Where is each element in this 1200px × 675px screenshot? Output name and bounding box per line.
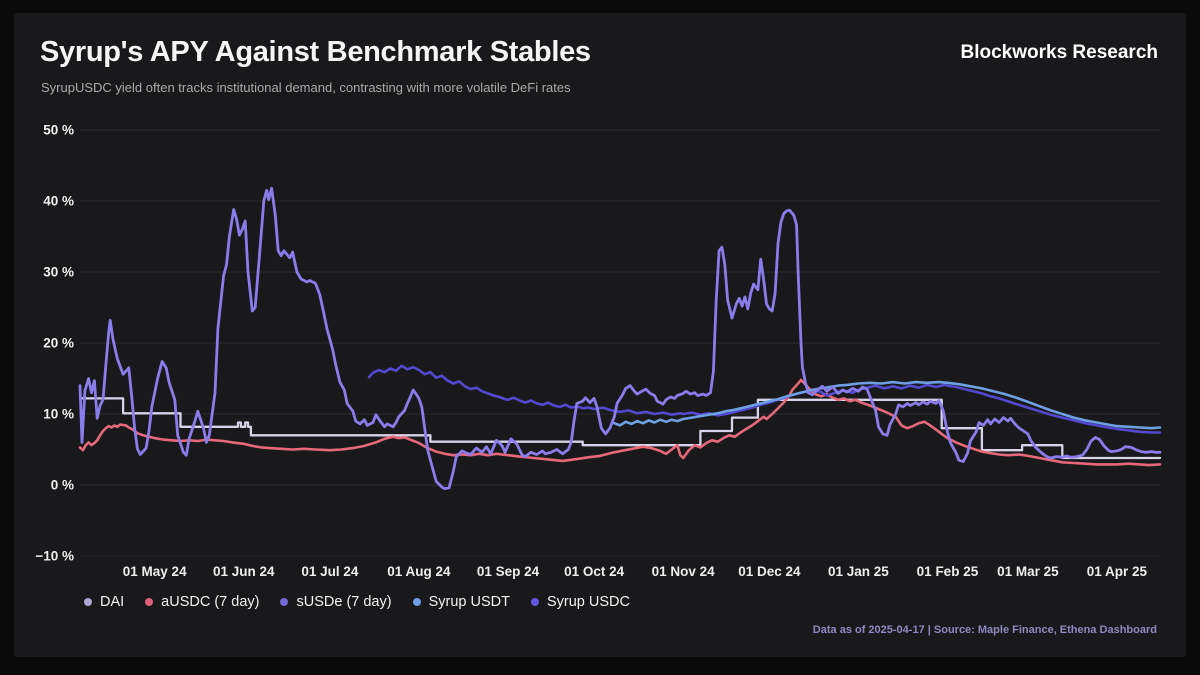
legend-dot-syrup-usdt xyxy=(412,598,421,606)
x-tick-label: 01 Mar 25 xyxy=(997,564,1059,579)
y-tick-label: 20 % xyxy=(43,336,74,351)
x-tick-label: 01 Oct 24 xyxy=(564,564,625,579)
x-tick-label: 01 Apr 25 xyxy=(1087,564,1148,579)
legend-item-syrup-usdc: Syrup USDC xyxy=(530,594,630,610)
line-dai xyxy=(78,397,1162,460)
y-tick-label: 40 % xyxy=(43,194,74,209)
legend-dot-ausdc-7-day xyxy=(145,598,154,606)
x-tick-label: 01 Jan 25 xyxy=(828,564,889,579)
x-tick-label: 01 Sep 24 xyxy=(477,564,540,579)
chart-legend: DAI aUSDC (7 day) sUSDe (7 day) Syrup USDT S… xyxy=(84,594,630,610)
line-syrup-usdc xyxy=(78,186,1162,491)
y-tick-label: −10 % xyxy=(35,549,74,564)
legend-dot-syrup-usdc xyxy=(530,598,539,606)
x-tick-label: 01 Jul 24 xyxy=(301,564,359,579)
y-tick-label: 50 % xyxy=(43,123,74,138)
legend-label-syrup-usdc: Syrup USDC xyxy=(546,594,630,610)
legend-item-ausdc-7-day: aUSDC (7 day) xyxy=(145,594,259,610)
x-tick-label: 01 Jun 24 xyxy=(213,564,275,579)
x-tick-label: 01 May 24 xyxy=(123,564,187,579)
source-footnote: Data as of 2025-04-17 | Source: Maple Fi… xyxy=(812,624,1157,636)
y-tick-label: 0 % xyxy=(51,478,74,493)
y-tick-label: 10 % xyxy=(43,407,74,422)
legend-dot-dai xyxy=(84,598,92,606)
y-tick-label: 30 % xyxy=(43,265,74,280)
chart-card xyxy=(14,13,1186,657)
legend-label-susde-7-day: sUSDe (7 day) xyxy=(296,594,392,610)
line-ausdc-7-day xyxy=(78,378,1162,467)
legend-item-susde-7-day: sUSDe (7 day) xyxy=(280,594,392,610)
x-tick-label: 01 Nov 24 xyxy=(652,564,716,579)
line-syrup-usdt xyxy=(612,380,1162,430)
legend-label-syrup-usdt: Syrup USDT xyxy=(428,594,510,610)
page-subtitle: SyrupUSDC yield often tracks institution… xyxy=(41,80,571,95)
x-tick-label: 01 Feb 25 xyxy=(917,564,979,579)
legend-dot-susde-7-day xyxy=(280,598,289,606)
line-susde-7-day xyxy=(367,364,1162,434)
x-tick-label: 01 Aug 24 xyxy=(387,564,451,579)
x-tick-label: 01 Dec 24 xyxy=(738,564,801,579)
legend-item-syrup-usdt: Syrup USDT xyxy=(412,594,510,610)
brand-logo: Blockworks Research xyxy=(960,42,1159,63)
legend-item-dai: DAI xyxy=(84,594,124,610)
legend-label-ausdc-7-day: aUSDC (7 day) xyxy=(161,594,260,610)
legend-label-dai: DAI xyxy=(100,594,125,610)
page-title: Syrup's APY Against Benchmark Stables xyxy=(40,36,591,68)
